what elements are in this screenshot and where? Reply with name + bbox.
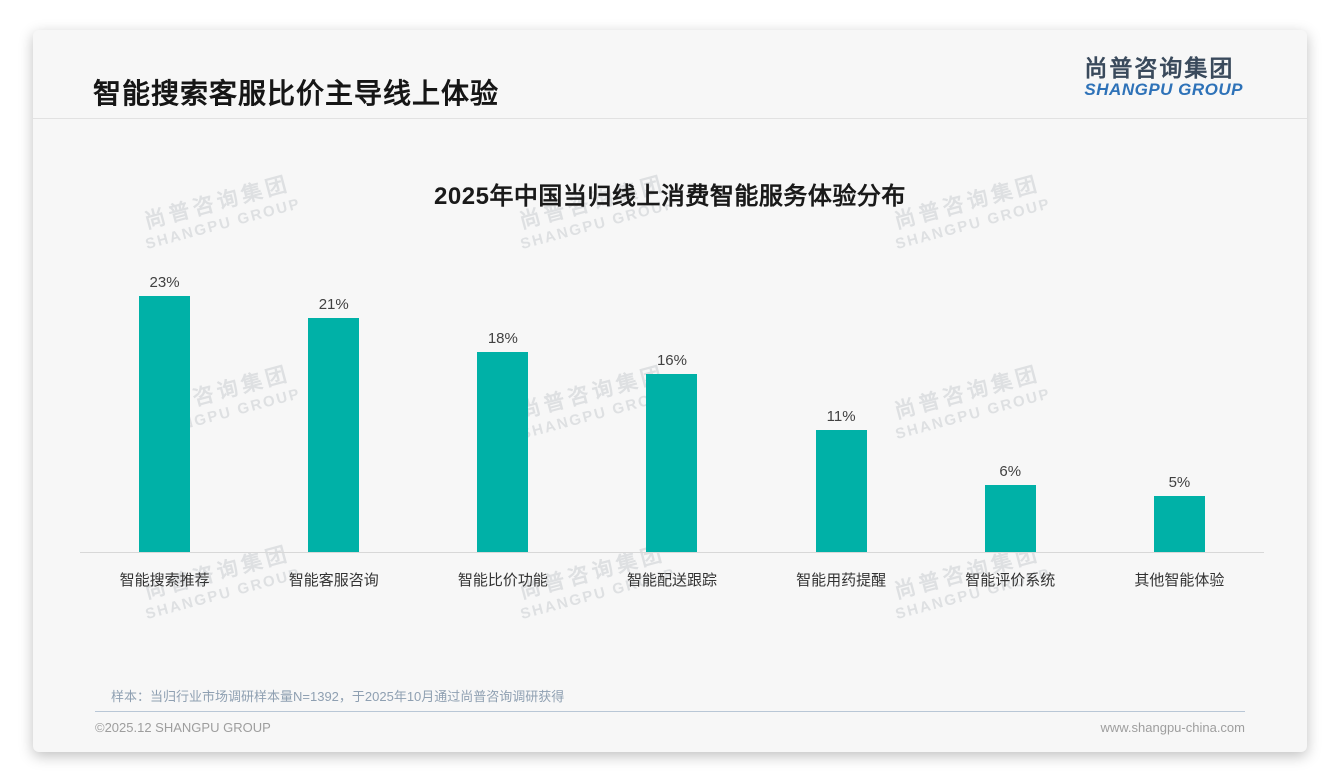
- company-logo: 尚普咨询集团 SHANGPU GROUP: [1084, 55, 1243, 100]
- bar: [1153, 496, 1205, 552]
- bar-column: 16%: [587, 230, 756, 552]
- copyright-text: ©2025.12 SHANGPU GROUP: [95, 720, 271, 735]
- bar-category-label: 智能搜索推荐: [119, 572, 210, 589]
- chart-bars: 23% 21% 18% 16% 11% 6% 5%: [80, 230, 1264, 553]
- logo-text-en: SHANGPU GROUP: [1084, 80, 1243, 100]
- bar-value-label: 21%: [318, 296, 349, 313]
- bar: [308, 318, 360, 552]
- bar: [646, 374, 698, 552]
- bar-column: 23%: [80, 230, 249, 552]
- bar-category-label: 智能用药提醒: [796, 572, 887, 589]
- bar-category-label: 智能配送跟踪: [626, 572, 717, 589]
- bar-value-label: 16%: [656, 352, 687, 369]
- bar: [139, 296, 191, 552]
- bar-value-label: 6%: [999, 463, 1022, 480]
- slide-card: 尚普咨询集团 SHANGPU GROUP 尚普咨询集团 SHANGPU GROUP 尚普…: [33, 30, 1307, 752]
- bar-category-label: 其他智能体验: [1134, 572, 1225, 589]
- website-url: www.shangpu-china.com: [1100, 720, 1245, 735]
- bar-column: 5%: [1095, 230, 1264, 552]
- bar-category-label: 智能比价功能: [457, 572, 548, 589]
- bar-value-label: 11%: [826, 408, 856, 425]
- bar-category-label: 智能客服咨询: [288, 572, 379, 589]
- bar-column: 11%: [757, 230, 926, 552]
- bar: [477, 352, 529, 552]
- chart-category-labels: 智能搜索推荐 智能客服咨询 智能比价功能 智能配送跟踪 智能用药提醒 智能评价系统 其他智能…: [80, 554, 1264, 590]
- bar-column: 21%: [249, 230, 418, 552]
- logo-text-cn: 尚普咨询集团: [1084, 55, 1235, 81]
- page-title: 智能搜索客服比价主导线上体验: [93, 78, 500, 109]
- bar-column: 6%: [926, 230, 1095, 552]
- bar-value-label: 5%: [1168, 474, 1191, 491]
- bar: [815, 430, 867, 552]
- bar-value-label: 23%: [149, 274, 180, 291]
- slide-header: 智能搜索客服比价主导线上体验 尚普咨询集团 SHANGPU GROUP: [33, 30, 1307, 119]
- slide-footer: ©2025.12 SHANGPU GROUP www.shangpu-china…: [95, 711, 1245, 735]
- sample-footnote: 样本：当归行业市场调研样本量N=1392，于2025年10月通过尚普咨询调研获得: [111, 689, 565, 704]
- bar-column: 18%: [418, 230, 587, 552]
- bar-category-label: 智能评价系统: [965, 572, 1056, 589]
- bar: [984, 485, 1036, 552]
- bar-value-label: 18%: [487, 330, 518, 347]
- chart-title: 2025年中国当归线上消费智能服务体验分布: [434, 183, 906, 210]
